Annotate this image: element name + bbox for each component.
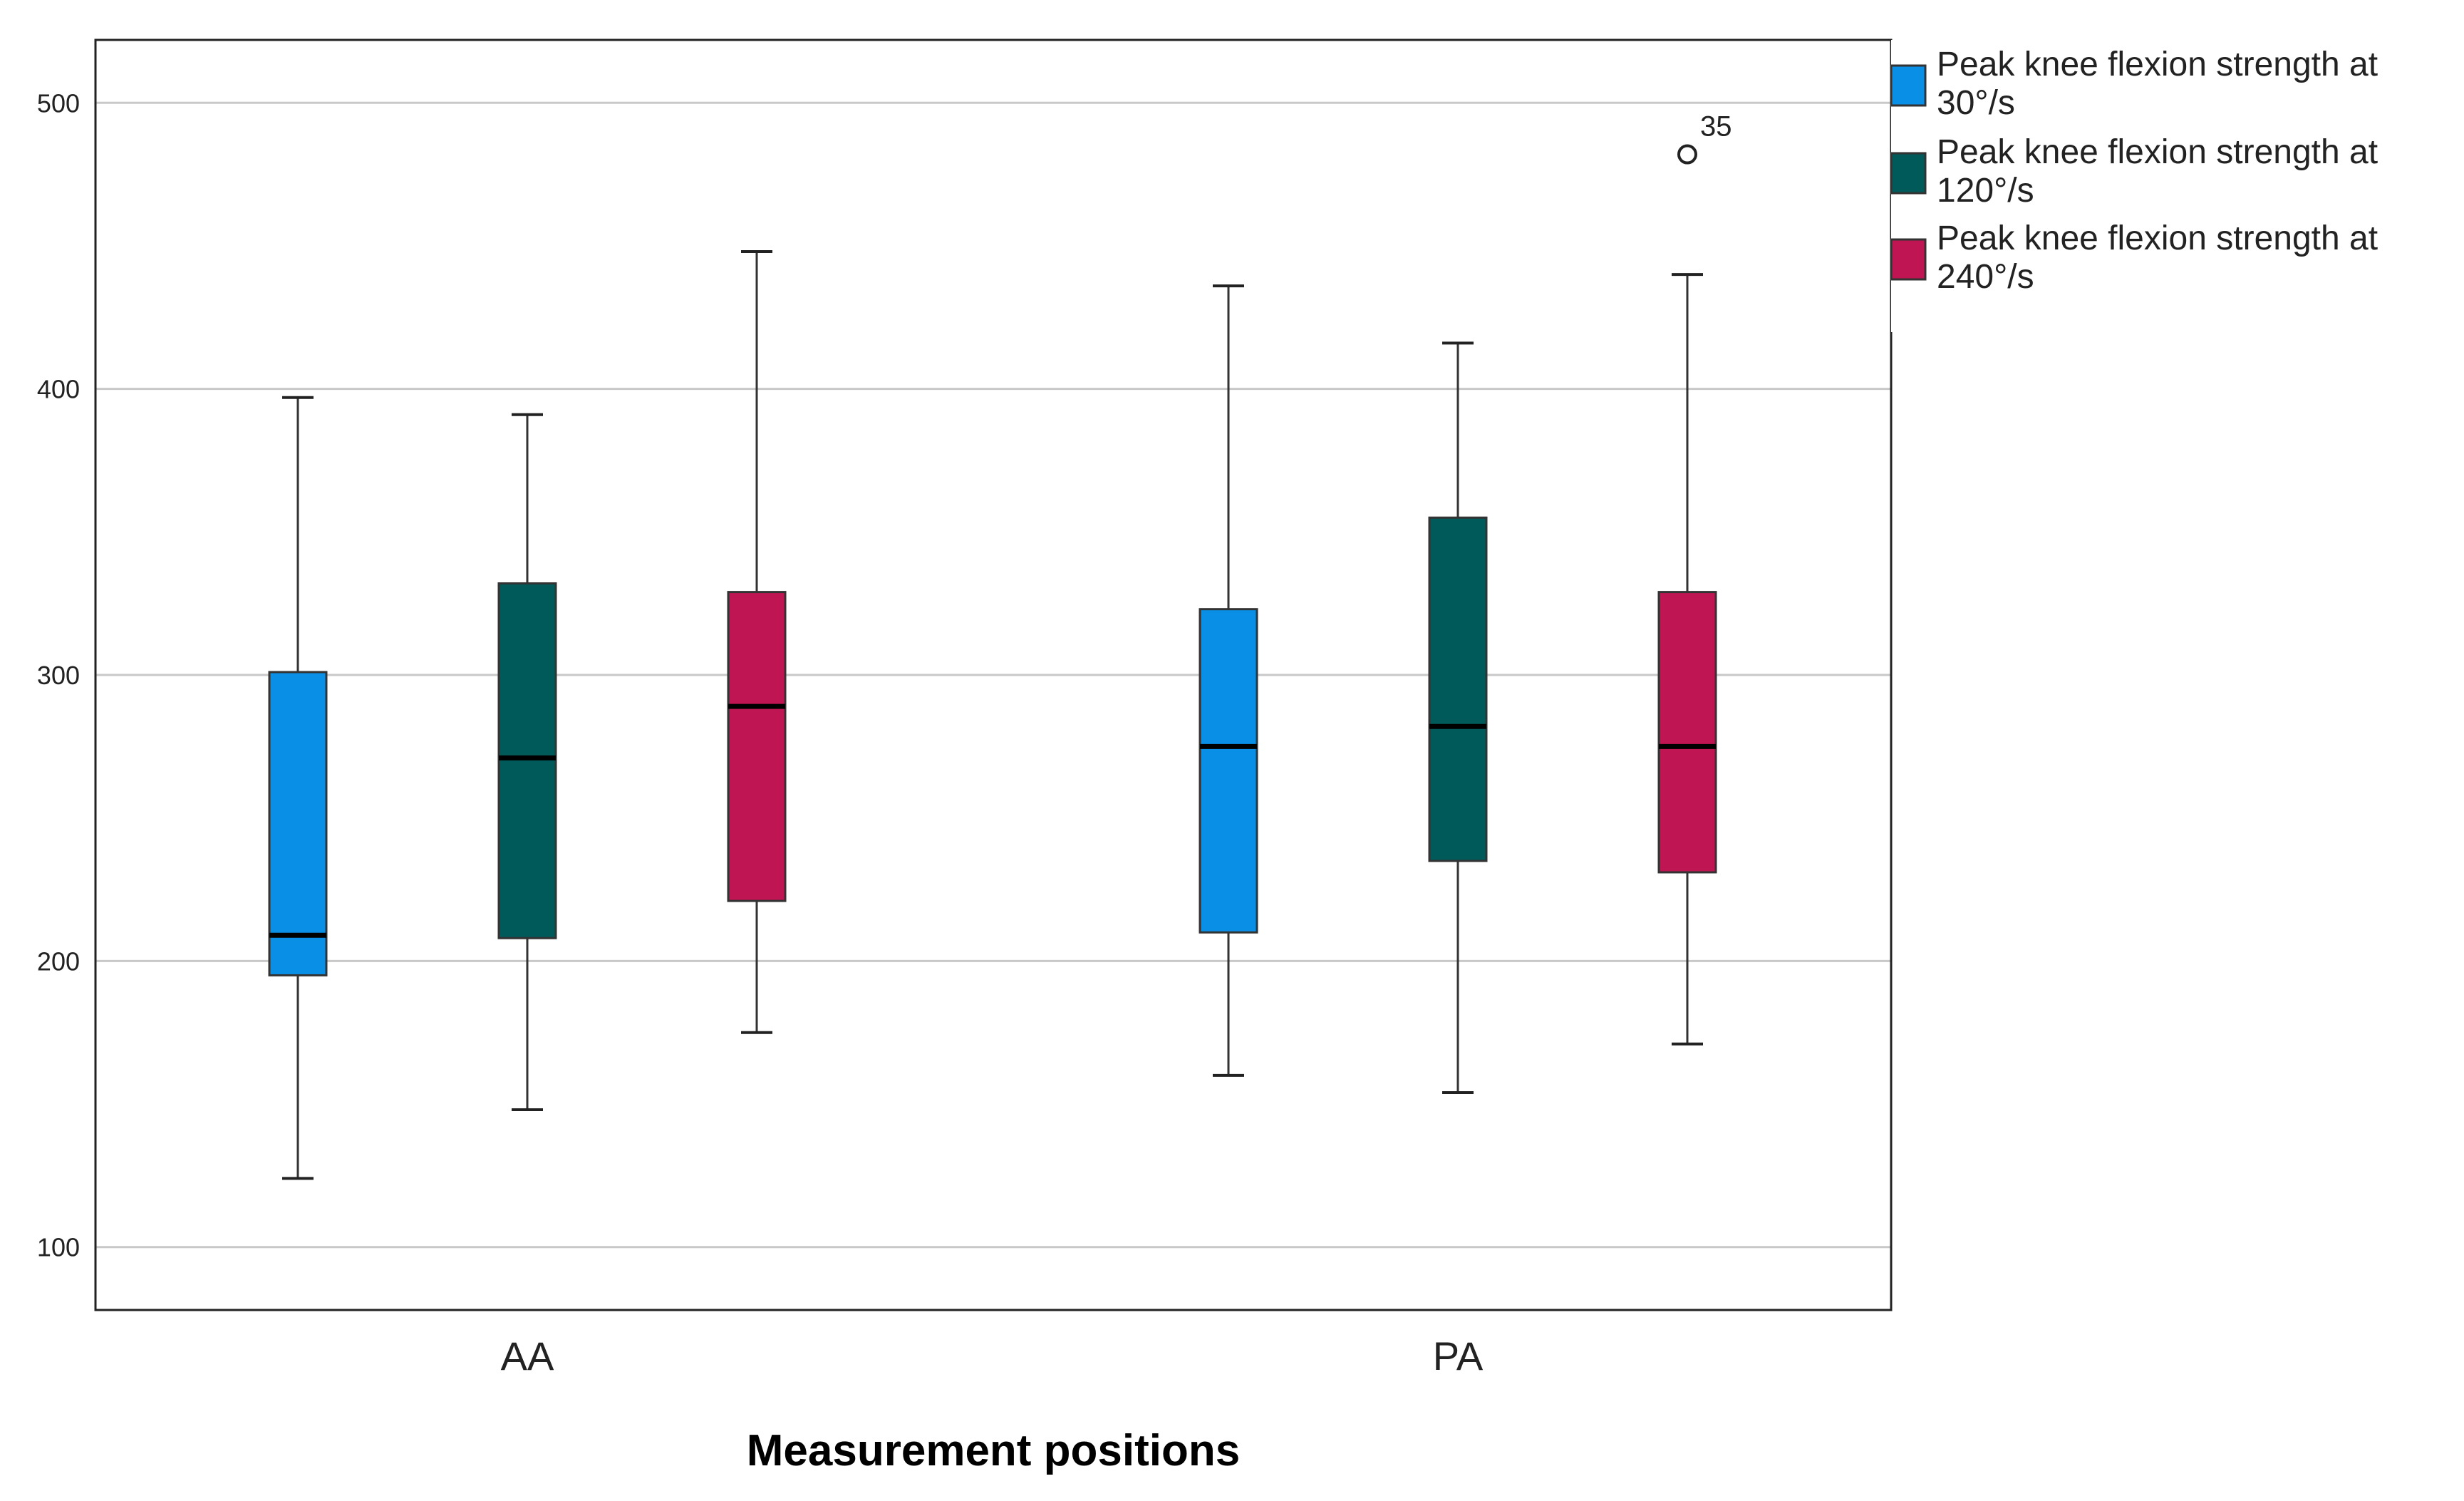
legend-label: Peak knee flexion strength at: [1937, 133, 2378, 171]
box-2-PA: [1428, 341, 1488, 1094]
outlier-point: [1677, 144, 1697, 165]
legend-swatch: [1890, 152, 1927, 195]
box-1-PA: [1199, 284, 1258, 1077]
y-tick-label: 400: [37, 375, 80, 404]
box-2-AA: [497, 413, 557, 1112]
iqr-box: [268, 671, 328, 976]
x-category-label: PA: [1433, 1334, 1484, 1378]
legend-label: 120°/s: [1937, 172, 2034, 210]
iqr-box: [727, 591, 787, 902]
x-axis-categories: AA PA: [501, 1334, 1484, 1378]
outlier-label: 35: [1700, 111, 1732, 143]
iqr-box: [497, 582, 557, 939]
x-axis-title: Measurement positions: [747, 1426, 1240, 1475]
legend-swatch: [1890, 238, 1927, 281]
iqr-box: [1428, 516, 1488, 862]
legend-label: Peak knee flexion strength at: [1937, 220, 2378, 257]
legend-label: Peak knee flexion strength at: [1937, 46, 2378, 83]
y-axis-ticks: 100 200 300 400 500: [37, 88, 80, 1262]
gridlines: [95, 101, 1891, 1249]
iqr-box: [1657, 591, 1717, 874]
y-tick-label: 200: [37, 946, 80, 976]
legend-swatch: [1890, 64, 1927, 107]
y-tick-label: 500: [37, 88, 80, 118]
legend-label: 30°/s: [1937, 84, 2015, 122]
box-3-PA: [1657, 273, 1717, 1046]
iqr-box: [1199, 608, 1258, 934]
legend-background: [1891, 40, 2464, 332]
box-1-AA: [268, 396, 328, 1180]
y-tick-label: 100: [37, 1233, 80, 1262]
legend-label: 240°/s: [1937, 258, 2034, 296]
x-category-label: AA: [501, 1334, 554, 1378]
y-tick-label: 300: [37, 661, 80, 690]
plot-area-frame: [94, 38, 1893, 1311]
box-3-AA: [727, 250, 787, 1034]
box-groups: 35: [268, 111, 1732, 1180]
